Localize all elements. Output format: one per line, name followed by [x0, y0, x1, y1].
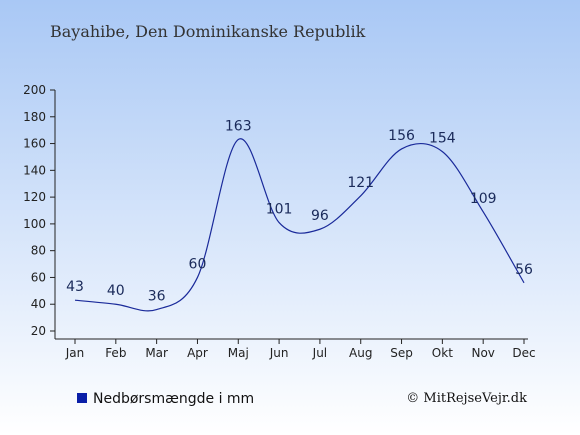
- credit-text: © MitRejseVejr.dk: [406, 391, 527, 406]
- x-tick-label: Aug: [349, 346, 372, 360]
- x-tick-label: Jun: [269, 346, 289, 360]
- y-tick-label: 180: [23, 110, 46, 124]
- y-tick-label: 20: [31, 324, 46, 338]
- y-tick-label: 80: [31, 244, 46, 258]
- data-label: 60: [189, 256, 207, 272]
- y-tick-label: 40: [31, 297, 46, 311]
- y-tick-label: 100: [23, 217, 46, 231]
- y-tick-label: 200: [23, 83, 46, 97]
- x-tick-label: Feb: [105, 346, 126, 360]
- data-label: 101: [266, 202, 293, 218]
- x-tick-label: Dec: [512, 346, 535, 360]
- y-tick-label: 60: [31, 270, 46, 284]
- x-tick-label: Okt: [432, 346, 453, 360]
- data-label: 36: [148, 289, 166, 305]
- data-label: 156: [388, 128, 415, 144]
- x-tick-label: Nov: [471, 346, 494, 360]
- y-tick-label: 140: [23, 163, 46, 177]
- data-label: 154: [429, 131, 456, 147]
- y-tick-label: 120: [23, 190, 46, 204]
- x-tick-label: Apr: [187, 346, 208, 360]
- data-label: 163: [225, 119, 252, 135]
- x-tick-label: Maj: [228, 346, 249, 360]
- x-tick-label: Sep: [390, 346, 413, 360]
- data-label: 40: [107, 283, 125, 299]
- x-tick-label: Jan: [65, 346, 85, 360]
- legend-label: Nedbørsmængde i mm: [93, 391, 254, 407]
- y-tick-label: 160: [23, 137, 46, 151]
- chart-title: Bayahibe, Den Dominikanske Republik: [50, 22, 366, 41]
- x-tick-label: Mar: [145, 346, 168, 360]
- data-label: 56: [515, 262, 533, 278]
- data-label: 96: [311, 208, 329, 224]
- series-line-precipitation: [74, 138, 525, 312]
- x-tick-label: Jul: [312, 346, 327, 360]
- legend-swatch: [77, 393, 87, 403]
- data-label: 109: [470, 191, 497, 207]
- data-label: 43: [66, 279, 84, 295]
- data-label: 121: [347, 175, 374, 191]
